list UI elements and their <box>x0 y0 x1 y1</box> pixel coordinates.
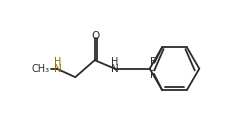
Text: F: F <box>150 70 156 80</box>
Text: O: O <box>91 31 100 41</box>
Text: N: N <box>111 64 119 74</box>
Text: CH₃: CH₃ <box>32 64 50 74</box>
Text: H: H <box>54 57 61 67</box>
Text: N: N <box>54 64 61 74</box>
Text: H: H <box>111 57 119 67</box>
Text: F: F <box>150 57 156 67</box>
